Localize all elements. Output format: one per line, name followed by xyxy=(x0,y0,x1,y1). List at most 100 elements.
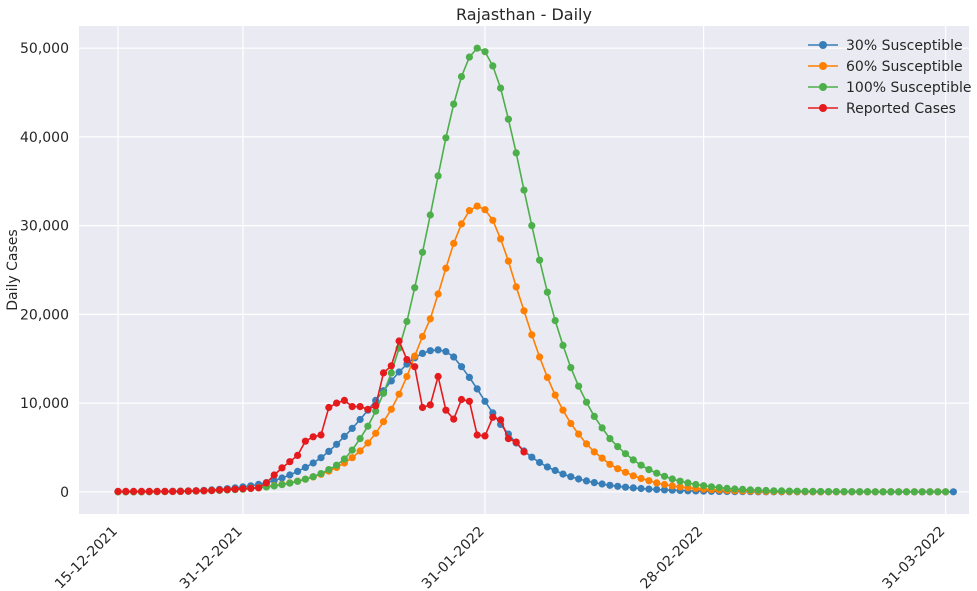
data-point xyxy=(450,353,458,361)
data-point xyxy=(309,459,317,467)
data-point xyxy=(473,431,481,439)
data-point xyxy=(255,484,263,492)
data-point xyxy=(582,477,591,485)
data-point xyxy=(457,363,466,371)
data-point xyxy=(543,288,552,296)
data-point xyxy=(239,485,247,493)
data-point xyxy=(317,431,325,439)
data-point xyxy=(739,485,747,493)
data-point xyxy=(543,373,552,381)
data-point xyxy=(754,486,762,494)
data-point xyxy=(356,447,364,455)
data-point xyxy=(824,488,833,496)
data-point xyxy=(598,454,606,462)
data-point xyxy=(114,487,122,495)
data-point xyxy=(450,415,458,423)
y-axis: 0 10,000 20,000 30,000 40,000 50,000 xyxy=(20,41,69,501)
data-point xyxy=(270,476,278,485)
data-point xyxy=(684,479,692,487)
data-point xyxy=(489,216,497,224)
x-tick-label: 31-12-2021 xyxy=(177,524,246,591)
chart-title: Rajasthan - Daily xyxy=(456,5,592,24)
data-point xyxy=(465,53,473,61)
data-point xyxy=(520,186,528,194)
data-point xyxy=(504,115,512,123)
data-point xyxy=(536,458,544,467)
data-point xyxy=(559,341,567,349)
data-point xyxy=(411,363,419,371)
data-point xyxy=(278,474,286,482)
series-layer xyxy=(114,44,958,496)
x-tick-label: 15-12-2021 xyxy=(52,524,121,591)
data-point xyxy=(426,211,434,219)
data-point xyxy=(442,264,450,272)
data-point xyxy=(418,349,427,357)
data-point xyxy=(536,353,544,361)
data-point xyxy=(473,385,481,393)
data-point xyxy=(543,463,552,471)
data-point xyxy=(356,435,364,443)
data-point xyxy=(403,356,411,364)
data-point xyxy=(333,461,341,469)
data-point xyxy=(137,487,146,495)
data-point xyxy=(325,466,333,474)
data-point xyxy=(403,372,411,381)
data-point xyxy=(395,390,403,398)
data-point xyxy=(325,447,333,455)
data-point xyxy=(348,454,356,462)
data-point xyxy=(286,479,294,487)
data-point xyxy=(567,419,575,428)
data-point xyxy=(411,352,419,360)
data-point xyxy=(660,480,669,489)
data-point xyxy=(364,439,372,447)
data-point xyxy=(418,332,427,341)
data-point xyxy=(660,472,669,480)
data-point xyxy=(497,416,505,424)
data-point xyxy=(832,488,840,496)
data-point xyxy=(450,239,458,247)
data-point xyxy=(762,486,770,495)
data-point xyxy=(621,483,630,491)
data-point xyxy=(442,406,450,414)
data-point xyxy=(692,480,700,489)
legend-label: 100% Susceptible xyxy=(846,80,972,96)
data-point xyxy=(942,488,950,496)
data-point xyxy=(387,362,395,370)
data-point xyxy=(130,487,138,495)
data-point xyxy=(840,488,848,496)
data-point xyxy=(481,432,489,440)
data-point xyxy=(442,134,450,142)
data-point xyxy=(457,73,466,81)
data-point xyxy=(582,440,591,448)
data-point xyxy=(723,484,731,492)
y-tick-label: 50,000 xyxy=(20,41,69,57)
data-point xyxy=(590,479,598,487)
data-point xyxy=(169,487,177,495)
data-point xyxy=(473,202,481,210)
data-point xyxy=(653,479,661,487)
data-point xyxy=(270,471,278,479)
data-point xyxy=(770,487,778,495)
data-point xyxy=(426,315,434,323)
data-point xyxy=(614,465,622,473)
data-point xyxy=(668,482,676,490)
data-point xyxy=(364,405,372,413)
legend-marker xyxy=(819,104,827,112)
data-point xyxy=(887,488,895,496)
data-point xyxy=(536,256,544,264)
legend-marker xyxy=(819,41,827,49)
data-point xyxy=(457,220,466,228)
data-point xyxy=(809,487,817,495)
data-point xyxy=(489,62,497,70)
data-point xyxy=(606,460,614,468)
legend-label: 60% Susceptible xyxy=(846,59,963,75)
data-point xyxy=(309,473,317,481)
data-point xyxy=(676,483,684,491)
data-point xyxy=(270,482,278,490)
legend-label: Reported Cases xyxy=(846,101,956,117)
data-point xyxy=(325,403,333,412)
data-point xyxy=(278,464,286,472)
data-point xyxy=(793,487,801,495)
data-point xyxy=(465,373,473,381)
data-point xyxy=(871,488,879,496)
